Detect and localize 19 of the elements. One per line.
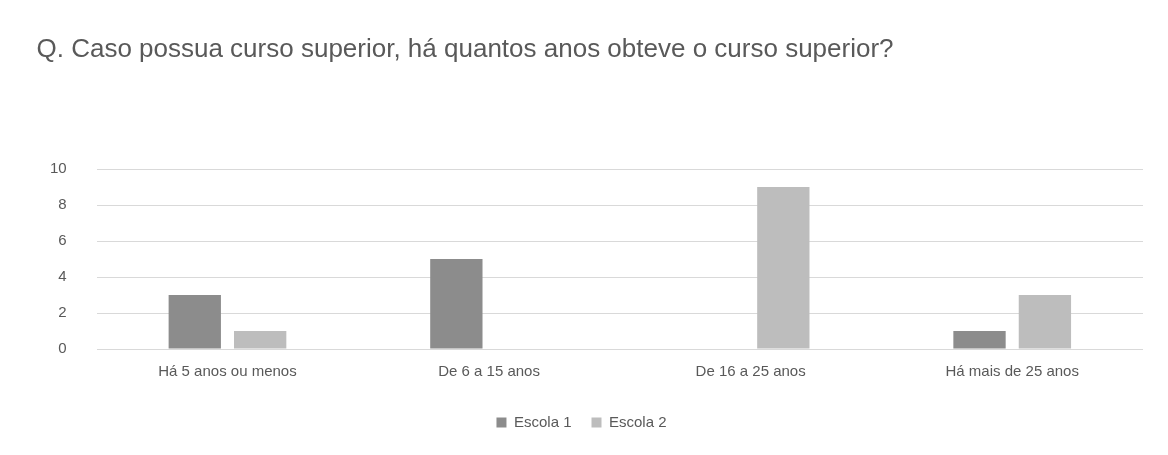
y-tick-label: 8 xyxy=(58,195,67,213)
y-tick-label: 10 xyxy=(50,159,67,177)
x-tick-label: De 6 a 15 anos xyxy=(438,362,540,380)
bar xyxy=(757,187,810,349)
y-tick-label: 6 xyxy=(58,231,67,249)
y-tick-label: 2 xyxy=(58,303,67,321)
x-tick-label: De 16 a 25 anos xyxy=(695,362,806,380)
legend-label: Escola 2 xyxy=(609,412,667,430)
bar xyxy=(430,259,483,349)
bar xyxy=(1018,295,1072,349)
x-tick-label: Há mais de 25 anos xyxy=(945,362,1079,380)
bar xyxy=(953,331,1006,349)
legend-label: Escola 1 xyxy=(513,412,572,430)
x-tick-label: Há 5 anos ou menos xyxy=(158,362,297,380)
y-tick-label: 4 xyxy=(58,267,67,285)
bar xyxy=(234,331,287,349)
bar xyxy=(168,295,221,349)
chart-title: Q. Caso possua curso superior, há quantos anos obteve o curso superior? xyxy=(35,32,895,65)
y-tick-label: 0 xyxy=(58,339,67,357)
